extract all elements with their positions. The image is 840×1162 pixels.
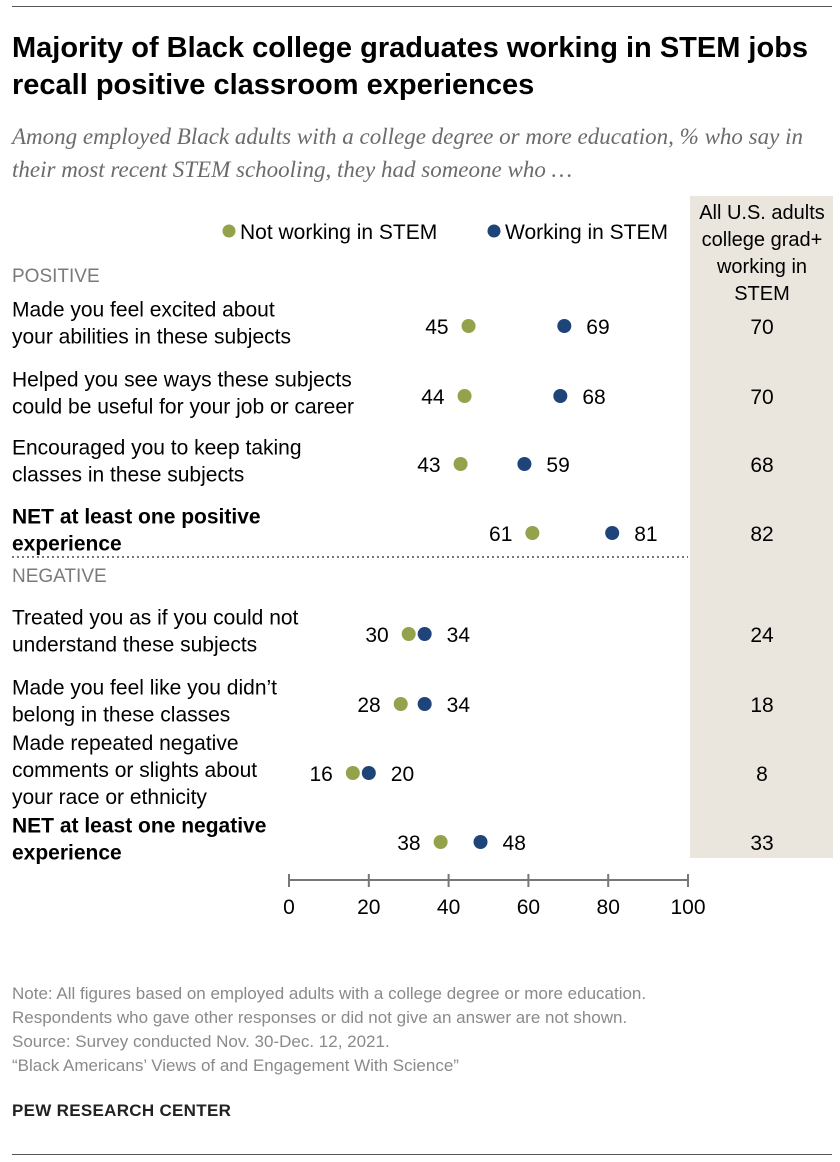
dot-working-in-stem <box>417 627 432 641</box>
dot-working-in-stem <box>417 697 432 711</box>
dot-not-working-in-stem <box>453 457 468 471</box>
dot-not-working-in-stem <box>345 766 360 780</box>
dot-not-working-in-stem <box>461 319 476 333</box>
row-label-line: Encouraged you to keep taking <box>12 437 302 460</box>
side-column-header-line: All U.S. adults <box>699 202 825 224</box>
dot-not-working-in-stem <box>401 627 416 641</box>
row-label-line: NET at least one negative <box>12 815 266 838</box>
data-label-working-in-stem: 59 <box>546 454 569 477</box>
note-line: Note: All figures based on employed adul… <box>12 984 647 1003</box>
legend-marker <box>487 224 501 238</box>
x-axis-tick-label: 100 <box>670 896 705 919</box>
all-us-adults-value: 8 <box>756 763 768 786</box>
row-label-line: comments or slights about <box>12 759 257 782</box>
dot-working-in-stem <box>605 526 620 540</box>
all-us-adults-value: 82 <box>750 523 773 546</box>
row-label-line: Made repeated negative <box>12 732 239 755</box>
all-us-adults-value: 18 <box>750 694 773 717</box>
data-label-not-working-in-stem: 43 <box>417 454 440 477</box>
row-label-line: classes in these subjects <box>12 464 244 487</box>
data-label-not-working-in-stem: 45 <box>425 316 448 339</box>
data-label-working-in-stem: 69 <box>586 316 609 339</box>
data-label-not-working-in-stem: 38 <box>397 832 420 855</box>
chart-title: Majority of Black college graduates work… <box>12 32 809 101</box>
x-axis-tick-label: 80 <box>597 896 620 919</box>
legend-label: Not working in STEM <box>240 221 437 244</box>
dot-not-working-in-stem <box>393 697 408 711</box>
side-column-bg <box>690 196 833 858</box>
legend-marker <box>222 224 236 238</box>
top-rule <box>12 6 832 7</box>
row-label-line: Made you feel excited about <box>12 299 275 322</box>
data-label-working-in-stem: 34 <box>447 624 471 647</box>
all-us-adults-value: 24 <box>750 624 774 647</box>
dot-working-in-stem <box>557 319 572 333</box>
dot-not-working-in-stem <box>457 389 472 403</box>
notes-block: Note: All figures based on employed adul… <box>12 982 828 1078</box>
dot-working-in-stem <box>473 835 488 849</box>
row-label-line: experience <box>12 533 122 556</box>
data-label-not-working-in-stem: 30 <box>365 624 388 647</box>
dot-working-in-stem <box>517 457 532 471</box>
row-label-line: experience <box>12 842 122 865</box>
side-column-header-line: college grad+ <box>702 229 823 251</box>
dot-working-in-stem <box>361 766 376 780</box>
bottom-rule <box>12 1154 832 1155</box>
row-label-line: your race or ethnicity <box>12 786 207 809</box>
dot-plot-chart: All U.S. adults college grad+ working in ST… <box>12 196 833 919</box>
x-axis-tick-label: 40 <box>437 896 460 919</box>
row-label-line: Helped you see ways these subjects <box>12 369 352 392</box>
row-label-line: understand these subjects <box>12 634 257 657</box>
row-label-line: could be useful for your job or career <box>12 396 354 419</box>
data-label-working-in-stem: 68 <box>582 386 605 409</box>
row-label-line: Made you feel like you didn’t <box>12 677 277 700</box>
row-label-line: your abilities in these subjects <box>12 326 291 349</box>
all-us-adults-value: 70 <box>750 386 773 409</box>
source-line: Source: Survey conducted Nov. 30-Dec. 12… <box>12 1032 390 1051</box>
data-label-working-in-stem: 81 <box>634 523 657 546</box>
all-us-adults-value: 68 <box>750 454 773 477</box>
data-label-working-in-stem: 34 <box>447 694 471 717</box>
section-label: NEGATIVE <box>12 566 107 587</box>
data-label-not-working-in-stem: 16 <box>309 763 332 786</box>
all-us-adults-value: 70 <box>750 316 773 339</box>
data-label-not-working-in-stem: 61 <box>489 523 512 546</box>
data-label-not-working-in-stem: 28 <box>357 694 380 717</box>
dot-not-working-in-stem <box>433 835 448 849</box>
data-label-not-working-in-stem: 44 <box>421 386 445 409</box>
dot-working-in-stem <box>553 389 568 403</box>
report-title-line: “Black Americans’ Views of and Engagemen… <box>12 1056 459 1075</box>
data-label-working-in-stem: 20 <box>391 763 414 786</box>
row-label-line: NET at least one positive <box>12 506 261 529</box>
x-axis-tick-label: 0 <box>283 896 295 919</box>
side-column-header-line: working in <box>716 256 807 278</box>
chart-subtitle: Among employed Black adults with a colle… <box>12 124 803 182</box>
dot-not-working-in-stem <box>525 526 540 540</box>
side-column-header-line: STEM <box>734 283 790 305</box>
legend-label: Working in STEM <box>505 221 668 244</box>
x-axis-tick-label: 60 <box>517 896 540 919</box>
data-label-working-in-stem: 48 <box>503 832 526 855</box>
row-label-line: Treated you as if you could not <box>12 607 299 630</box>
all-us-adults-value: 33 <box>750 832 773 855</box>
note-line: Respondents who gave other responses or … <box>12 1008 628 1027</box>
x-axis-tick-label: 20 <box>357 896 380 919</box>
row-label-line: belong in these classes <box>12 704 230 727</box>
section-label: POSITIVE <box>12 266 100 287</box>
brand-logo-text: PEW RESEARCH CENTER <box>12 1101 232 1120</box>
